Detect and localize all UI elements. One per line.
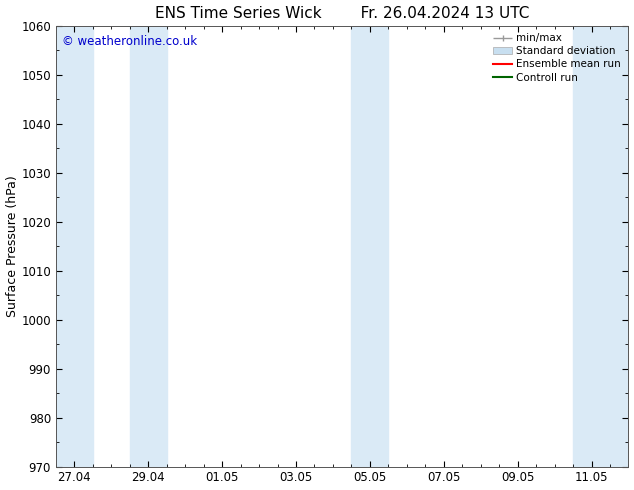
Bar bbox=[130, 26, 167, 466]
Text: © weatheronline.co.uk: © weatheronline.co.uk bbox=[61, 35, 197, 48]
Legend: min/max, Standard deviation, Ensemble mean run, Controll run: min/max, Standard deviation, Ensemble me… bbox=[491, 31, 623, 85]
Bar bbox=[573, 26, 628, 466]
Bar bbox=[351, 26, 389, 466]
Bar bbox=[56, 26, 93, 466]
Y-axis label: Surface Pressure (hPa): Surface Pressure (hPa) bbox=[6, 175, 18, 317]
Title: ENS Time Series Wick        Fr. 26.04.2024 13 UTC: ENS Time Series Wick Fr. 26.04.2024 13 U… bbox=[155, 5, 529, 21]
